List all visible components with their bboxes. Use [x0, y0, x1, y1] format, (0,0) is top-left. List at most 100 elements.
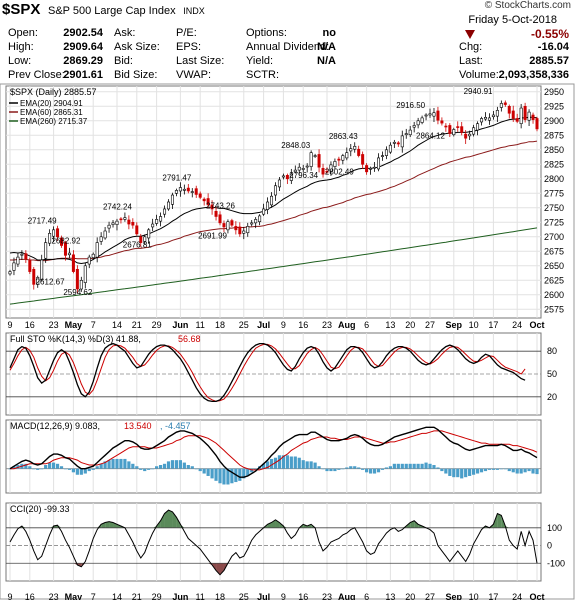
macd-hist-bar: [222, 468, 226, 485]
x-tick-label: 10: [469, 320, 479, 330]
macd-hist-bar: [44, 465, 48, 469]
x-tick-label: May: [65, 592, 83, 600]
candle-body: [491, 114, 495, 118]
candle-body: [377, 157, 381, 170]
macd-hist-bar: [535, 468, 539, 475]
candle-body: [107, 224, 111, 229]
candle-body: [178, 187, 182, 192]
candle-body: [317, 154, 321, 168]
candle-body: [155, 219, 159, 224]
price-panel-title: $SPX (Daily) 2885.57: [10, 87, 97, 97]
macd-hist-bar: [36, 468, 40, 470]
macd-hist-bar: [174, 460, 179, 469]
candle-body: [131, 222, 135, 226]
macd-hist-bar: [135, 466, 139, 469]
quote-mid-label-1: Ask Size:: [114, 41, 160, 53]
quote-mid2-label-1: EPS:: [176, 41, 202, 53]
ema60-line: [10, 140, 538, 262]
macd-hist-bar: [527, 468, 531, 472]
quote-mid3-label-0: Options:: [246, 27, 287, 39]
macd-hist-bar: [202, 468, 206, 474]
quote-label-0: Open:: [8, 27, 38, 39]
x-tick-label: 7: [91, 320, 96, 330]
price-annotation: 2864.12: [416, 132, 445, 141]
y-tick-label: 2775: [544, 188, 564, 198]
macd-hist-bar: [119, 458, 123, 469]
macd-hist-bar: [147, 468, 151, 470]
sto-title: Full STO %K(14,3) %D(3) 41.88,: [10, 334, 141, 344]
x-tick-label: Aug: [338, 320, 356, 330]
candle-body: [170, 194, 174, 205]
macd-hist-bar: [456, 468, 460, 478]
x-tick-label: Sep: [446, 320, 463, 330]
y-tick-label: 2625: [544, 275, 564, 285]
cci-oversold-fill: [81, 563, 86, 567]
macd-hist-bar: [115, 458, 119, 469]
candle-body: [28, 260, 32, 272]
candle-body: [416, 120, 420, 126]
y-tick-label: 2925: [544, 101, 564, 111]
macd-hist-bar: [420, 463, 424, 469]
cci-tick-label: -100: [547, 558, 565, 568]
x-tick-label: 7: [91, 592, 96, 600]
quote-mid3-value-0: no: [322, 27, 336, 39]
macd-hist-bar: [131, 463, 135, 469]
quote-mid2-label-0: P/E:: [176, 27, 197, 39]
candle-body: [531, 114, 535, 120]
macd-hist-bar: [357, 467, 361, 469]
candle-body: [194, 188, 198, 195]
candle-body: [468, 133, 472, 137]
candle-body: [309, 152, 313, 167]
candle-body: [535, 118, 539, 130]
candle-body: [460, 126, 464, 133]
candle-body: [428, 113, 432, 116]
candle-body: [365, 165, 369, 173]
quote-right-value-3: 2,093,358,336: [498, 69, 569, 81]
macd-hist-bar: [194, 468, 198, 470]
candle-body: [24, 253, 28, 260]
x-tick-label: 9: [281, 320, 286, 330]
macd-hist-bar: [293, 456, 297, 469]
cci-overbought-fill: [105, 521, 110, 528]
macd-hist-bar: [412, 463, 416, 469]
candle-body: [254, 219, 258, 224]
candle-body: [52, 229, 56, 237]
candle-body: [444, 125, 448, 128]
x-tick-label: 14: [112, 320, 122, 330]
candle-body: [79, 279, 83, 290]
macd-hist-bar: [444, 468, 448, 474]
candle-body: [404, 133, 408, 136]
candle-body: [20, 253, 24, 256]
quote-mid-label-0: Ask:: [114, 27, 136, 39]
candle-body: [436, 110, 440, 121]
quote-mid3-label-2: Yield:: [246, 55, 274, 67]
macd-hist-bar: [162, 463, 167, 469]
candle-body: [420, 117, 424, 123]
macd-hist-bar: [40, 468, 44, 470]
cci-title: CCI(20) -99.33: [10, 504, 70, 514]
macd-hist-bar: [155, 466, 159, 469]
quote-header: $SPX S&P 500 Large Cap Index INDX © Stoc…: [0, 0, 575, 84]
candle-body: [499, 103, 503, 108]
x-tick-label: 17: [488, 592, 498, 600]
x-tick-label: 24: [512, 592, 522, 600]
macd-hist-bar: [305, 461, 309, 469]
candle-body: [210, 204, 214, 210]
x-tick-label: 9: [7, 592, 12, 600]
price-annotation: 2676.81: [123, 240, 152, 249]
chart-panel-2: [5, 419, 542, 494]
candle-body: [166, 201, 170, 210]
candle-body: [67, 252, 71, 256]
candle-body: [95, 242, 99, 258]
candle-body: [452, 129, 456, 136]
y-tick-label: 2700: [544, 232, 564, 242]
quote-date: Friday 5-Oct-2018: [468, 14, 557, 26]
quote-right-label-3: Volume:: [459, 69, 499, 81]
macd-hist-bar: [408, 463, 412, 469]
cci-overbought-fill: [160, 513, 165, 528]
chart-frame: [0, 83, 575, 600]
cci-overbought-fill: [97, 524, 102, 528]
y-tick-label: 2600: [544, 290, 564, 300]
quote-right-value-2: 2885.57: [529, 55, 569, 67]
